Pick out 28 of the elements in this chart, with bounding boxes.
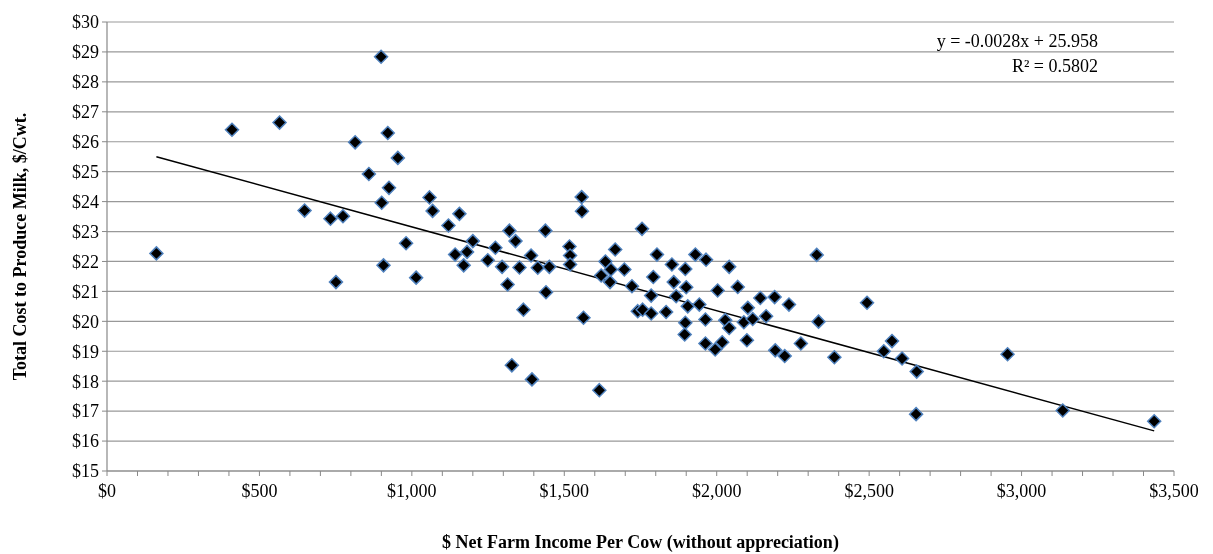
x-tick-label: $0 [98,481,116,501]
x-tick-label: $3,500 [1149,481,1199,501]
x-tick-label: $2,000 [691,481,742,501]
y-tick-label: $21 [72,281,99,302]
x-tick-label: $2,500 [844,481,894,501]
x-axis-title: $ Net Farm Income Per Cow (without appreciation) [442,532,839,553]
y-tick-label: $17 [72,401,99,422]
y-tick-label: $15 [72,461,99,482]
y-tick-label: $20 [72,311,99,332]
y-tick-label: $18 [72,371,99,392]
y-tick-label: $16 [72,431,99,452]
y-tick-label: $19 [72,341,99,362]
y-tick-label: $28 [72,72,99,93]
y-tick-label: $24 [72,191,99,212]
x-tick-label: $1,000 [387,481,437,501]
y-tick-label: $27 [72,102,99,123]
y-tick-label: $25 [72,161,99,182]
y-tick-label: $26 [72,132,99,153]
y-tick-label: $23 [72,221,99,242]
y-tick-label: $29 [72,42,99,63]
y-tick-label: $30 [72,12,99,33]
annotation: R² = 0.5802 [1011,56,1098,76]
x-tick-label: $1,500 [539,481,590,501]
x-tick-label: $3,000 [996,481,1047,501]
annotation: y = -0.0028x + 25.958 [936,31,1098,51]
y-tick-label: $22 [72,251,99,272]
y-axis-title: Total Cost to Produce Milk, $/Cwt. [10,112,30,381]
x-tick-label: $500 [241,481,278,501]
